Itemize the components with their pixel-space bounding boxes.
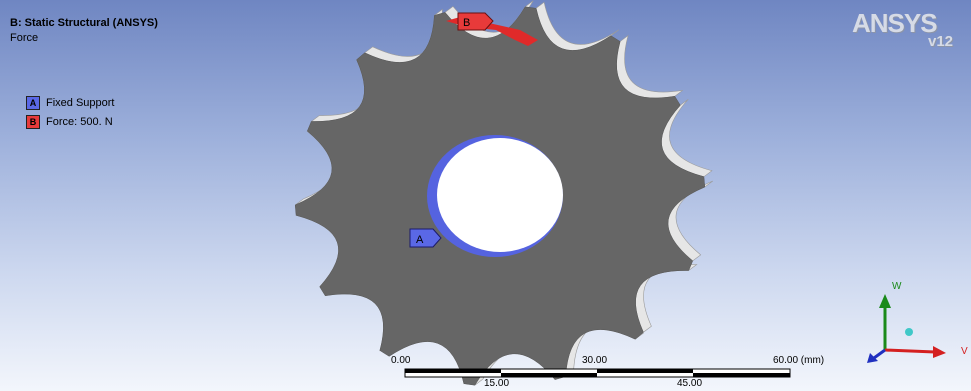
force-marker[interactable]: B bbox=[446, 12, 494, 31]
scale-bar bbox=[404, 368, 791, 378]
triad-isometric-ball[interactable] bbox=[905, 328, 913, 336]
boundary-condition-legend: A Fixed Support B Force: 500. N bbox=[10, 93, 114, 131]
legend-key-a: A bbox=[26, 95, 40, 110]
marker-a-label: A bbox=[416, 234, 424, 246]
marker-b-label: B bbox=[463, 17, 470, 29]
force-arrow-icon bbox=[446, 17, 460, 25]
analysis-title: B: Static Structural (ANSYS) bbox=[10, 17, 158, 29]
bore-hole bbox=[437, 138, 563, 252]
analysis-subtitle: Force bbox=[10, 32, 39, 44]
legend-key-b: B bbox=[26, 114, 40, 129]
triad-v-label: V bbox=[961, 346, 968, 357]
legend-item-force[interactable]: B Force: 500. N bbox=[10, 112, 114, 131]
w-axis-arrow-icon bbox=[879, 294, 891, 308]
ansys-logo: ANSYS bbox=[852, 8, 938, 38]
legend-label-fixed-support: Fixed Support bbox=[46, 96, 115, 109]
legend-item-fixed-support[interactable]: A Fixed Support bbox=[10, 93, 114, 112]
legend-label-force: Force: 500. N bbox=[46, 115, 113, 128]
coordinate-triad[interactable]: W V bbox=[840, 270, 971, 391]
scale-label-15: 15.00 bbox=[484, 378, 510, 389]
u-axis-arrow-icon bbox=[867, 353, 878, 363]
v-axis-arrow-icon bbox=[933, 346, 946, 358]
triad-w-label: W bbox=[892, 281, 902, 292]
fixed-support-marker[interactable]: A bbox=[409, 228, 442, 248]
scale-label-0: 0.00 bbox=[391, 355, 411, 366]
scale-label-30: 30.00 bbox=[582, 355, 608, 366]
scale-label-60: 60.00 (mm) bbox=[773, 355, 825, 366]
ansys-version: v12 bbox=[928, 33, 954, 50]
scale-label-45: 45.00 bbox=[677, 378, 703, 389]
